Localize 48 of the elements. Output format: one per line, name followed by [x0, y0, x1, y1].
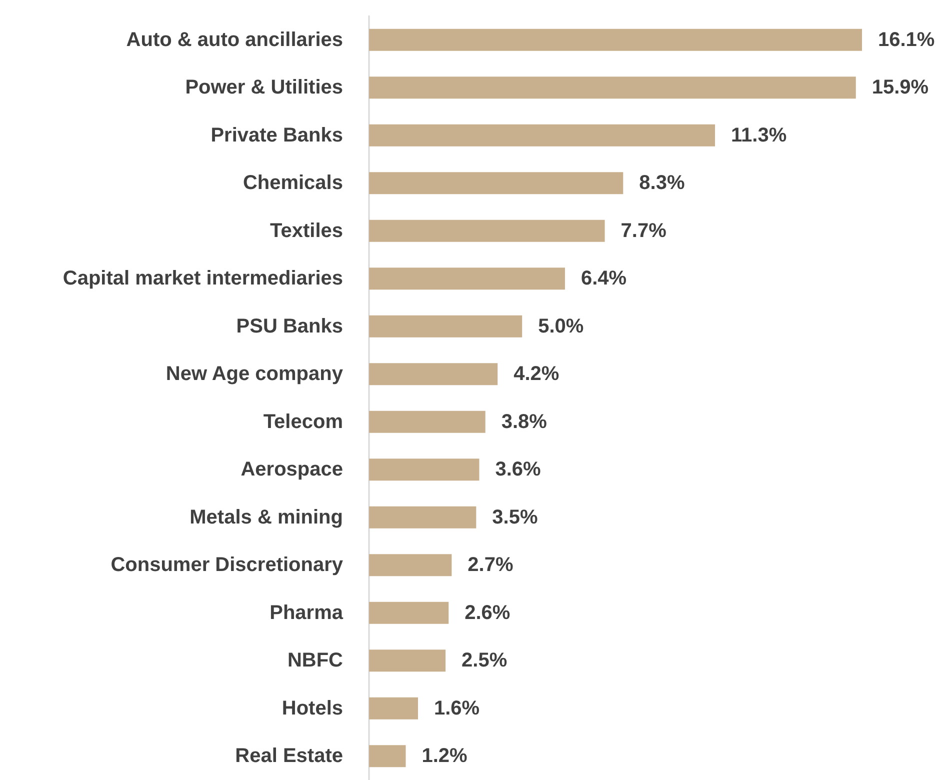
data-label: 16.1% — [878, 28, 935, 51]
y-tick-label: Hotels — [282, 697, 343, 720]
data-label: 3.5% — [492, 506, 538, 528]
data-label: 2.6% — [464, 602, 510, 624]
bar — [369, 124, 716, 146]
y-tick-label: Pharma — [270, 602, 344, 624]
bar — [369, 697, 418, 720]
data-label: 15.9% — [872, 76, 929, 99]
bar — [369, 506, 476, 528]
y-tick-label: New Age company — [166, 363, 344, 386]
y-tick-label: Real Estate — [235, 745, 343, 768]
y-tick-label: Aerospace — [240, 458, 343, 481]
y-tick-label: Private Banks — [210, 124, 343, 146]
bar — [369, 363, 498, 386]
data-label: 4.2% — [514, 363, 560, 386]
bar — [369, 458, 480, 481]
bar — [369, 315, 522, 338]
data-label: 3.6% — [495, 458, 542, 481]
data-label: 5.0% — [538, 315, 584, 338]
y-tick-label: PSU Banks — [236, 315, 343, 338]
bar — [369, 28, 862, 51]
y-tick-label: Consumer Discretionary — [110, 554, 344, 576]
y-tick-label: Telecom — [263, 410, 343, 433]
bar — [369, 745, 406, 768]
data-label: 1.6% — [434, 697, 480, 720]
bar — [369, 76, 856, 99]
data-label: 7.7% — [620, 220, 667, 242]
y-tick-label: Chemicals — [242, 172, 343, 194]
bar — [369, 172, 624, 194]
data-label: 1.2% — [422, 745, 468, 768]
bar — [369, 410, 486, 433]
y-tick-label: Capital market intermediaries — [62, 268, 343, 290]
y-tick-label: Metals & mining — [190, 506, 343, 528]
y-tick-label: Auto & auto ancillaries — [126, 28, 343, 51]
data-label: 11.3% — [731, 124, 787, 146]
bar — [369, 220, 605, 242]
y-tick-label: Textiles — [270, 220, 343, 242]
data-label: 3.8% — [501, 410, 548, 433]
data-label: 2.5% — [462, 650, 508, 672]
data-label: 8.3% — [639, 172, 685, 194]
bar — [369, 554, 452, 576]
bar — [369, 650, 446, 672]
data-label: 6.4% — [580, 268, 627, 290]
y-tick-label: Power & Utilities — [185, 76, 343, 99]
y-tick-label: NBFC — [287, 650, 343, 672]
data-label: 2.7% — [468, 554, 514, 576]
bar — [369, 268, 565, 290]
bar — [369, 602, 449, 624]
